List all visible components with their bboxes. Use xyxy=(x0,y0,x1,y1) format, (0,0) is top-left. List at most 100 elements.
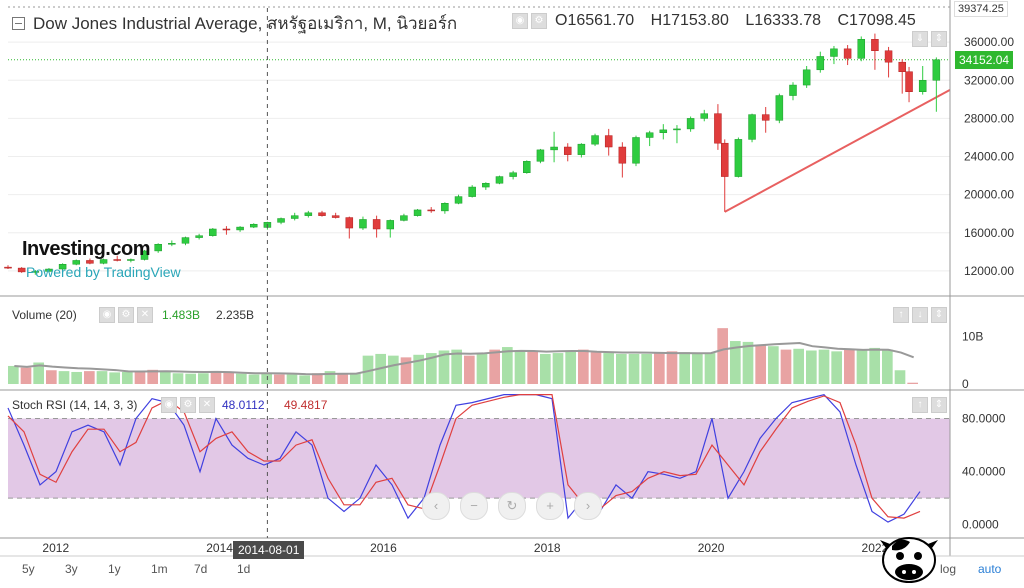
price-series xyxy=(4,33,951,275)
scroll-right-icon[interactable]: › xyxy=(574,492,602,520)
last-price-label: 34152.04 xyxy=(955,51,1014,69)
rsi-gear-icon[interactable]: ⚙ xyxy=(180,397,196,413)
volume-bar xyxy=(248,374,260,384)
candle-body xyxy=(843,48,852,59)
candle-body xyxy=(884,50,893,63)
rsi-maximize-icon[interactable]: ⇕ xyxy=(931,397,947,413)
candle-body xyxy=(830,48,838,57)
volume-bar xyxy=(578,349,589,384)
vol-up-icon[interactable]: ↑ xyxy=(893,307,909,323)
cow-mascot xyxy=(880,537,938,583)
candle-body xyxy=(290,215,299,219)
move-up-icon[interactable]: ⇓ xyxy=(912,31,928,47)
volume-bar xyxy=(400,357,412,384)
volume-bar xyxy=(730,341,741,384)
volume-bar xyxy=(147,369,158,384)
candle-body xyxy=(932,59,941,81)
candle-body xyxy=(789,84,797,96)
candle-body xyxy=(604,135,613,148)
rsi-line-k xyxy=(7,393,921,523)
volume-bar xyxy=(502,347,513,384)
auto-toggle[interactable]: auto xyxy=(978,562,1002,576)
volume-bar xyxy=(96,371,108,384)
low-label: L xyxy=(745,12,755,29)
timeframe-1d[interactable]: 1d xyxy=(237,562,251,576)
volume-bar xyxy=(590,352,602,384)
price-tick-label: 32000.00 xyxy=(964,73,1014,87)
volume-bar xyxy=(236,373,247,384)
rsi-close-icon[interactable]: ✕ xyxy=(199,397,215,413)
zoom-out-icon[interactable]: − xyxy=(460,492,488,520)
candle-body xyxy=(31,271,40,273)
timeframe-1y[interactable]: 1y xyxy=(108,562,121,576)
volume-bar xyxy=(654,353,665,384)
volume-bar xyxy=(679,352,690,384)
volume-bar xyxy=(286,374,298,384)
volume-bar xyxy=(628,353,640,384)
price-tick-label: 16000.00 xyxy=(964,226,1014,240)
volume-bar xyxy=(451,349,462,384)
crosshair-date: 2014-08-01 xyxy=(233,541,305,559)
candle-body xyxy=(99,259,108,264)
volume-bar xyxy=(185,373,196,384)
rsi-eye-icon[interactable]: ◉ xyxy=(161,397,177,413)
volume-bar xyxy=(58,371,70,384)
candle-body xyxy=(181,237,190,244)
candle-body xyxy=(386,220,395,230)
timeframe-1m[interactable]: 1m xyxy=(151,562,168,576)
rsi-up-icon[interactable]: ↑ xyxy=(912,397,928,413)
candle-body xyxy=(673,128,681,131)
volume-bar xyxy=(337,373,348,384)
volume-close-icon[interactable]: ✕ xyxy=(137,307,153,323)
low-value: 16333.78 xyxy=(754,12,822,29)
volume-bar xyxy=(514,350,526,384)
candle-body xyxy=(454,196,463,204)
gear-icon[interactable]: ⚙ xyxy=(531,13,547,29)
volume-bar xyxy=(768,346,779,384)
candle-body xyxy=(209,228,217,236)
volume-bar xyxy=(742,341,754,384)
scroll-left-icon[interactable]: ‹ xyxy=(422,492,450,520)
volume-bar xyxy=(210,371,222,384)
timeframe-7d[interactable]: 7d xyxy=(194,562,208,576)
candle-body xyxy=(918,80,927,92)
rsi-series xyxy=(7,393,950,523)
volume-eye-icon[interactable]: ◉ xyxy=(99,307,115,323)
price-tick-label: 36000.00 xyxy=(964,35,1014,49)
reset-icon[interactable]: ↻ xyxy=(498,492,526,520)
volume-bar xyxy=(198,373,209,384)
volume-bar xyxy=(844,348,855,384)
volume-gear-icon[interactable]: ⚙ xyxy=(118,307,134,323)
rsi-d-value: 49.4817 xyxy=(284,398,328,412)
volume-bar xyxy=(552,353,564,384)
candle-body xyxy=(871,39,879,51)
grid xyxy=(8,6,950,272)
collapse-icon[interactable] xyxy=(12,17,25,30)
volume-bar xyxy=(692,353,703,384)
candle-body xyxy=(127,259,135,261)
high-label: H xyxy=(650,12,663,29)
candle-body xyxy=(195,235,203,238)
vol-down-icon[interactable]: ↓ xyxy=(912,307,928,323)
volume-bar xyxy=(20,367,32,384)
stoch-rsi-label: Stoch RSI (14, 14, 3, 3) xyxy=(12,398,138,412)
maximize-icon[interactable]: ⇕ xyxy=(931,31,947,47)
tradingview-credit[interactable]: Powered by TradingView xyxy=(26,264,181,280)
price-tick-label: 20000.00 xyxy=(964,188,1014,202)
timeframe-3y[interactable]: 3y xyxy=(65,562,78,576)
vol-maximize-icon[interactable]: ⇕ xyxy=(931,307,947,323)
volume-bar xyxy=(565,351,576,384)
timeframe-5y[interactable]: 5y xyxy=(22,562,35,576)
volume-bar xyxy=(324,371,336,384)
volume-bar xyxy=(362,355,374,384)
candle-body xyxy=(331,215,340,218)
candle-body xyxy=(816,56,825,71)
candle-body xyxy=(236,226,244,231)
volume-bar xyxy=(616,353,627,384)
zoom-in-icon[interactable]: + xyxy=(536,492,564,520)
volume-bar xyxy=(8,365,19,384)
log-toggle[interactable]: log xyxy=(940,562,957,576)
rsi-band xyxy=(8,418,950,499)
eye-icon[interactable]: ◉ xyxy=(512,13,528,29)
